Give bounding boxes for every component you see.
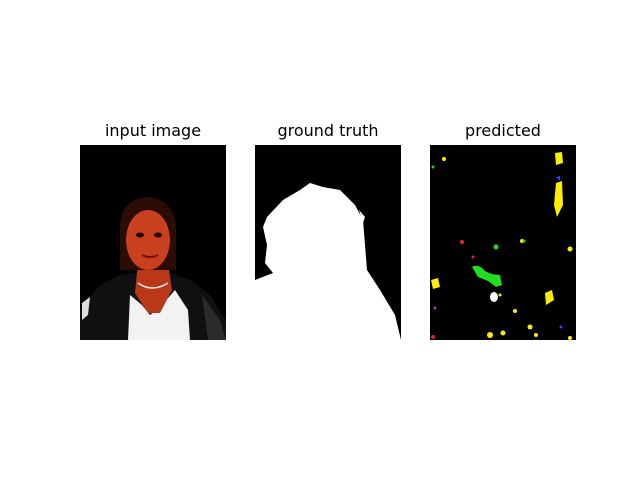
ground-truth-panel [255, 145, 401, 340]
input-image-photo [80, 145, 226, 340]
input-image-title: input image [104, 121, 202, 140]
predicted-mask [430, 145, 576, 340]
predicted-title: predicted [465, 121, 541, 140]
ground-truth-title: ground truth [277, 121, 379, 140]
ground-truth-mask [255, 145, 401, 340]
predicted-panel [430, 145, 576, 340]
input-image-panel [80, 145, 226, 340]
